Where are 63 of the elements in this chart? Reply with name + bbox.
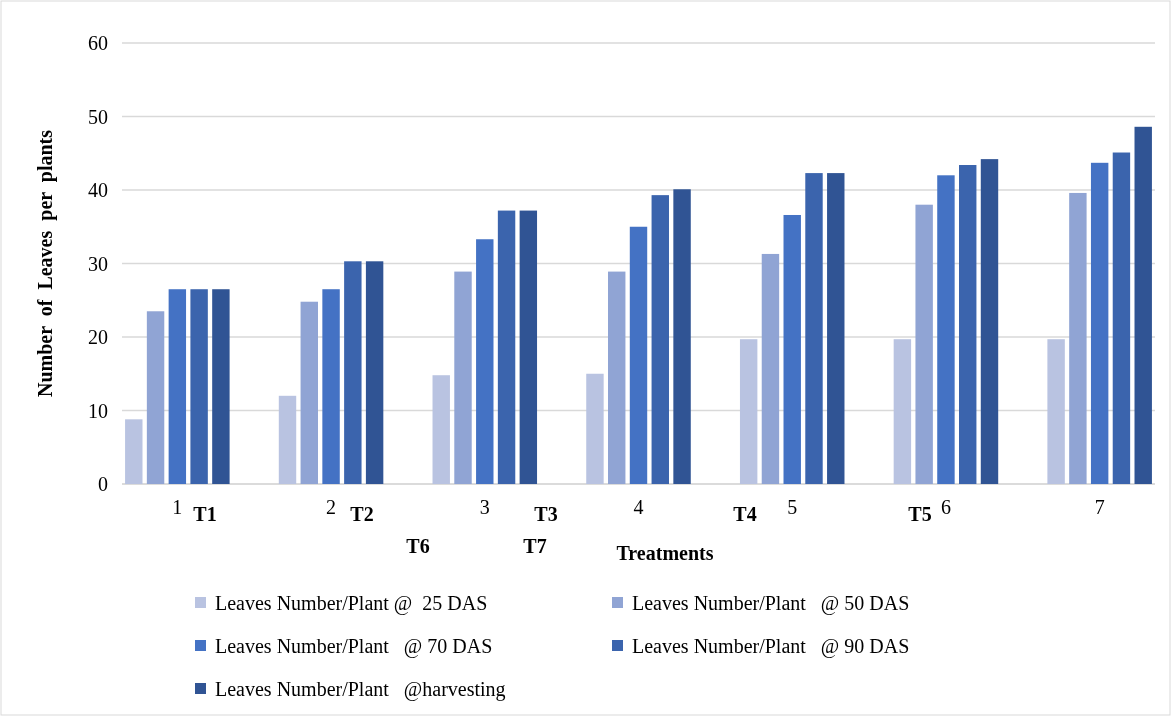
- bar: [322, 289, 340, 484]
- bar: [1112, 152, 1131, 484]
- legend-label: Leaves Number/Plant @ 25 DAS: [215, 592, 488, 615]
- bar: [190, 289, 208, 484]
- y-tick-label: 0: [98, 473, 108, 495]
- y-tick-label: 60: [88, 32, 108, 54]
- bar: [146, 311, 165, 484]
- x-tick-label: 4: [633, 496, 644, 518]
- text: T7: [523, 535, 547, 557]
- bar: [893, 339, 912, 484]
- y-tick-label: 30: [88, 252, 108, 275]
- text: T4: [733, 503, 757, 525]
- bar: [212, 289, 230, 484]
- bar: [365, 261, 384, 484]
- x-tick-label: 2: [326, 496, 337, 518]
- bar: [519, 210, 538, 484]
- bar: [805, 173, 823, 484]
- y-tick-label: 20: [88, 326, 108, 348]
- x-tick-label: 6: [940, 496, 951, 518]
- bar: [586, 373, 604, 484]
- text: T1: [193, 503, 217, 525]
- bar: [1134, 126, 1152, 484]
- legend-label: Leaves Number/Plant @ 90 DAS: [632, 635, 910, 658]
- bar: [1090, 162, 1109, 484]
- y-tick-label: 50: [88, 105, 108, 128]
- legend-label: Leaves Number/Plant @ 70 DAS: [215, 635, 493, 658]
- bar: [300, 301, 318, 484]
- y-tick-label: 10: [88, 399, 108, 422]
- x-tick-label: 7: [1094, 496, 1105, 518]
- bar: [980, 159, 999, 484]
- text: T6: [406, 535, 430, 557]
- bar: [959, 165, 977, 484]
- bar: [125, 419, 143, 484]
- bar: [497, 210, 516, 484]
- bar: [454, 271, 472, 484]
- y-axis-title: Number of Leaves per plants: [34, 129, 57, 398]
- legend-label: Leaves Number/Plant @harvesting: [215, 678, 506, 701]
- bar: [783, 214, 801, 484]
- bar: [915, 204, 933, 484]
- y-tick-label: 40: [88, 179, 108, 201]
- text: T2: [350, 503, 374, 525]
- bar: [608, 271, 626, 484]
- x-tick-label: 3: [479, 496, 490, 518]
- bar: [739, 339, 758, 484]
- bar: [827, 173, 845, 484]
- bar: [278, 395, 297, 484]
- bar: [432, 375, 450, 484]
- bar: [937, 175, 955, 484]
- x-tick-label: 1: [172, 496, 183, 518]
- x-tick-label: 5: [787, 496, 798, 518]
- bar: [476, 239, 494, 484]
- bar: [1047, 339, 1065, 484]
- bar: [1069, 192, 1087, 484]
- bar: [673, 189, 691, 484]
- x-axis-title: Treatments: [616, 542, 714, 564]
- text: T5: [908, 503, 932, 525]
- bar: [168, 289, 187, 484]
- bar: [761, 253, 780, 484]
- bar: [344, 261, 362, 484]
- text: T3: [534, 503, 558, 525]
- bar: [651, 195, 669, 484]
- bar: [629, 226, 648, 484]
- legend-label: Leaves Number/Plant @ 50 DAS: [632, 592, 910, 615]
